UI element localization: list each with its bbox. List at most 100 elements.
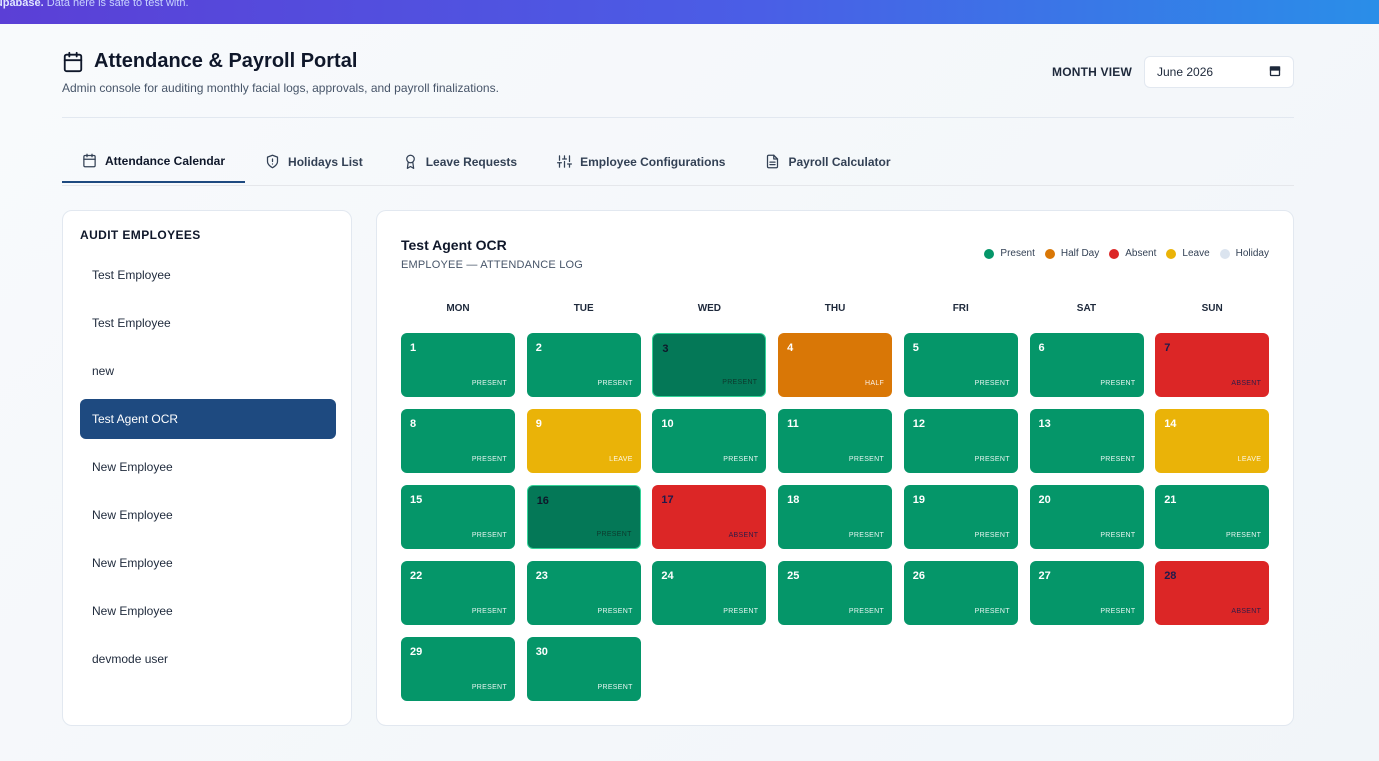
day-number: 18 [787,494,800,506]
employee-name: New Employee [92,460,173,474]
calendar-day-cell[interactable]: 19 PRESENT [903,485,1018,549]
day-number: 22 [410,570,423,582]
day-status: PRESENT [723,608,759,615]
employee-list-item[interactable]: New Employee [80,591,336,631]
calendar-day-cell[interactable]: 7 ABSENT [1155,333,1270,397]
legend-item: Leave [1166,248,1210,259]
day-status: LEAVE [1237,456,1262,463]
calendar-day-cell[interactable]: 27 PRESENT [1029,561,1144,625]
calendar-day-cell[interactable]: 16 PRESENT [526,485,641,549]
calendar-day-cell[interactable]: 22 PRESENT [401,561,515,625]
tab-label: Leave Requests [425,154,518,169]
legend-dot [984,248,995,259]
employee-list-item[interactable]: New Employee [80,543,336,583]
employee-list-item[interactable]: New Employee [80,447,336,487]
legend-item: Present [984,248,1035,259]
day-number: 2 [535,342,542,354]
weekday-label: TUE [573,303,594,314]
calendar-subtitle: EMPLOYEE — ATTENDANCE LOG [401,259,584,271]
tab-leave-requests[interactable]: Leave Requests [383,140,537,183]
day-number: 9 [535,418,542,430]
tab-attendance-calendar[interactable]: Attendance Calendar [62,140,246,183]
day-number: 26 [912,570,926,582]
header-divider [62,117,1294,118]
page-title: Attendance & Payroll Portal [94,50,358,72]
calendar-day-cell[interactable]: 26 PRESENT [903,561,1018,625]
calendar-day-cell[interactable]: 24 PRESENT [652,561,767,625]
award-icon [403,154,418,169]
banner-text: Data here is safe to test with. [43,0,189,9]
calendar-employee-name: Test Agent OCR [401,237,507,253]
calendar-day-cell[interactable]: 15 PRESENT [401,485,515,549]
employee-name: devmode user [92,652,169,666]
sliders-icon [557,154,573,169]
tab-payroll-calculator[interactable]: Payroll Calculator [745,140,910,183]
month-input[interactable]: June 2026 [1144,56,1294,88]
shield-alert-icon [265,154,280,169]
employee-list-item[interactable]: devmode user [80,639,336,679]
calendar-day-cell[interactable]: 11 PRESENT [778,409,893,473]
day-status: PRESENT [1226,532,1262,539]
tab-label: Attendance Calendar [105,153,226,168]
calendar-day-cell[interactable]: 1 PRESENT [401,333,515,397]
day-status: PRESENT [471,684,507,691]
calendar-day-cell[interactable]: 5 PRESENT [903,333,1018,397]
calendar-day-cell[interactable]: 6 PRESENT [1029,333,1144,397]
weekday-label: WED [697,303,722,314]
calendar-day-cell[interactable]: 8 PRESENT [401,409,515,473]
calendar-day-cell[interactable]: 20 PRESENT [1029,485,1144,549]
day-number: 24 [661,570,674,582]
calendar-day-cell[interactable]: 13 PRESENT [1029,409,1144,473]
employee-list-item[interactable]: Test Employee [80,255,336,295]
calendar-day-cell[interactable]: 2 PRESENT [526,333,641,397]
calendar-day-cell[interactable]: 30 PRESENT [526,637,641,701]
day-number: 12 [912,418,926,430]
calendar-icon [82,153,97,168]
calendar-day-cell[interactable]: 17 ABSENT [652,485,767,549]
employee-list-item[interactable]: new [80,351,336,391]
calendar-day-cell[interactable]: 21 PRESENT [1155,485,1270,549]
employee-list-item[interactable]: New Employee [80,495,336,535]
calendar-day-cell[interactable]: 12 PRESENT [903,409,1018,473]
day-status: PRESENT [848,608,885,615]
calendar-day-cell[interactable]: 9 LEAVE [526,409,641,473]
day-number: 29 [410,646,423,658]
legend-label: Present [1000,248,1035,259]
calendar-day-cell[interactable]: 29 PRESENT [401,637,515,701]
day-number: 13 [1038,418,1051,430]
day-status: PRESENT [1100,456,1136,463]
calendar-day-cell[interactable]: 4 HALF [778,333,893,397]
day-status: PRESENT [974,532,1010,539]
calendar-day-cell[interactable]: 23 PRESENT [526,561,641,625]
tab-employee-configurations[interactable]: Employee Configurations [537,140,745,183]
employee-list-item[interactable]: Test Agent OCR [80,399,336,439]
employee-list-item[interactable]: Test Employee [80,303,336,343]
day-status: PRESENT [1100,380,1136,387]
calendar-day-cell[interactable]: 10 PRESENT [652,409,767,473]
weekday-label: THU [824,303,846,314]
day-number: 25 [787,570,800,582]
calendar-day-cell[interactable]: 25 PRESENT [778,561,893,625]
day-number: 28 [1164,570,1177,582]
day-number: 23 [535,570,548,582]
day-number: 6 [1038,342,1045,354]
day-status: PRESENT [723,456,759,463]
month-picker: MONTH VIEW June 2026 [1052,56,1294,88]
employee-name: Test Agent OCR [92,412,179,426]
tab-holidays-list[interactable]: Holidays List [245,140,383,183]
calendar-day-cell[interactable]: 14 LEAVE [1155,409,1270,473]
day-status: PRESENT [597,608,633,615]
calendar-day-cell[interactable]: 3 PRESENT [652,333,767,397]
file-text-icon [765,154,780,169]
day-number: 30 [535,646,548,658]
month-view-label: MONTH VIEW [1052,65,1132,79]
day-status: PRESENT [848,532,885,539]
weekday-label: MON [446,303,470,314]
legend-dot [1109,248,1120,259]
calendar-picker-icon[interactable] [1269,65,1281,80]
weekday-label: FRI [952,303,969,314]
calendar-day-cell[interactable]: 18 PRESENT [778,485,893,549]
tab-label: Holidays List [288,154,363,169]
calendar-day-cell[interactable]: 28 ABSENT [1155,561,1270,625]
demo-banner: upabase. Data here is safe to test with. [0,0,1379,24]
